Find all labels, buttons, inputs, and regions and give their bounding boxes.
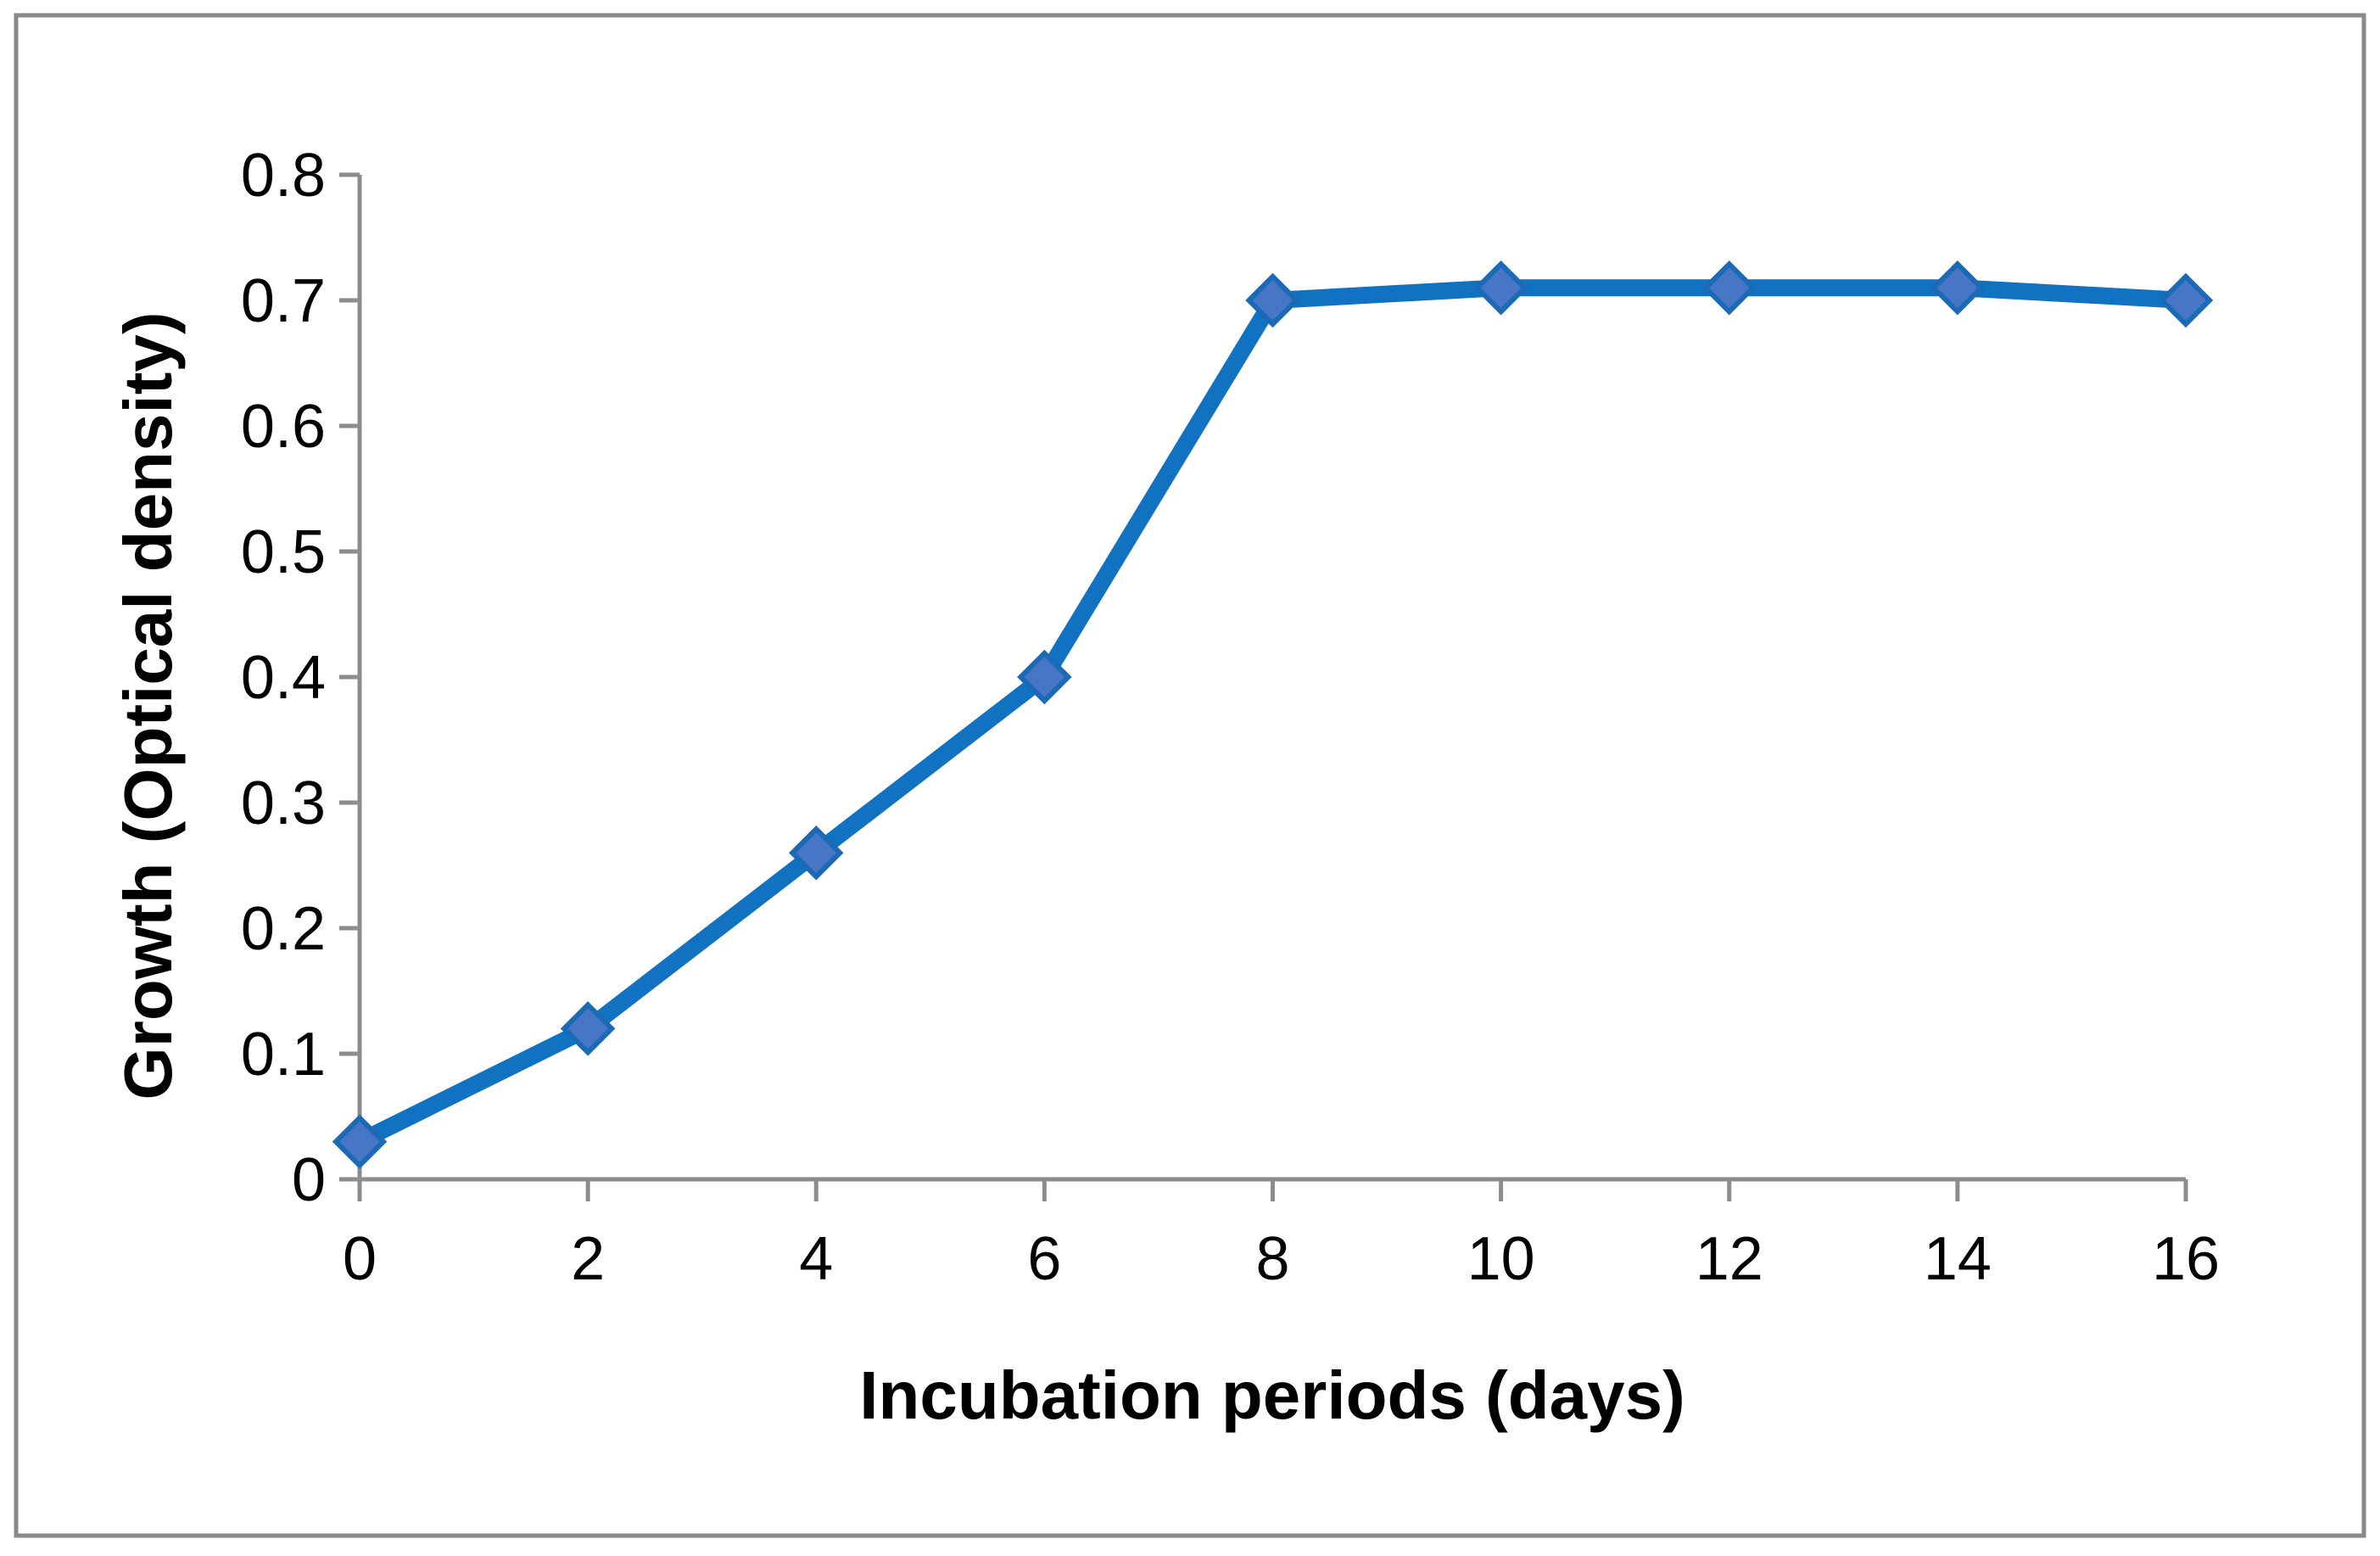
y-tick-label: 0.2 <box>241 895 326 963</box>
x-tick-label: 2 <box>571 1225 605 1293</box>
y-tick-label: 0.8 <box>241 142 326 210</box>
y-tick-label: 0.4 <box>241 644 326 712</box>
y-tick-label: 0 <box>292 1146 326 1214</box>
chart-outer-border <box>14 13 2366 1538</box>
y-tick-label: 0.5 <box>241 518 326 586</box>
x-tick-label: 10 <box>1467 1225 1535 1293</box>
data-point-marker <box>1930 260 1986 316</box>
x-tick-label: 6 <box>1027 1225 1061 1293</box>
data-point-marker <box>332 1114 388 1169</box>
y-axis-title: Growth (Optical density) <box>110 312 186 1100</box>
data-point-marker <box>1473 260 1528 316</box>
x-axis-title: Incubation periods (days) <box>859 1357 1684 1433</box>
data-point-marker <box>1245 272 1300 328</box>
x-tick-label: 8 <box>1255 1225 1289 1293</box>
y-tick-label: 0.1 <box>241 1021 326 1089</box>
y-tick-label: 0.6 <box>241 393 326 461</box>
x-tick-label: 4 <box>799 1225 833 1293</box>
x-tick-label: 14 <box>1924 1225 1992 1293</box>
x-tick-label: 0 <box>343 1225 377 1293</box>
x-tick-label: 12 <box>1696 1225 1763 1293</box>
data-point-marker <box>789 825 844 881</box>
data-point-marker <box>1017 649 1072 705</box>
y-tick-label: 0.3 <box>241 770 326 837</box>
data-point-marker <box>560 1001 616 1056</box>
series-layer <box>332 260 2214 1169</box>
data-point-marker <box>1701 260 1757 316</box>
data-point-marker <box>2158 272 2214 328</box>
series-line <box>351 279 2194 1150</box>
x-tick-label: 16 <box>2152 1225 2220 1293</box>
axes-layer: 0 0.1 0.2 0.3 0.4 0.5 0.6 0.7 0.8 0 2 4 6 8 10 12 14 16 <box>241 142 2220 1293</box>
y-tick-label: 0.7 <box>241 267 326 335</box>
